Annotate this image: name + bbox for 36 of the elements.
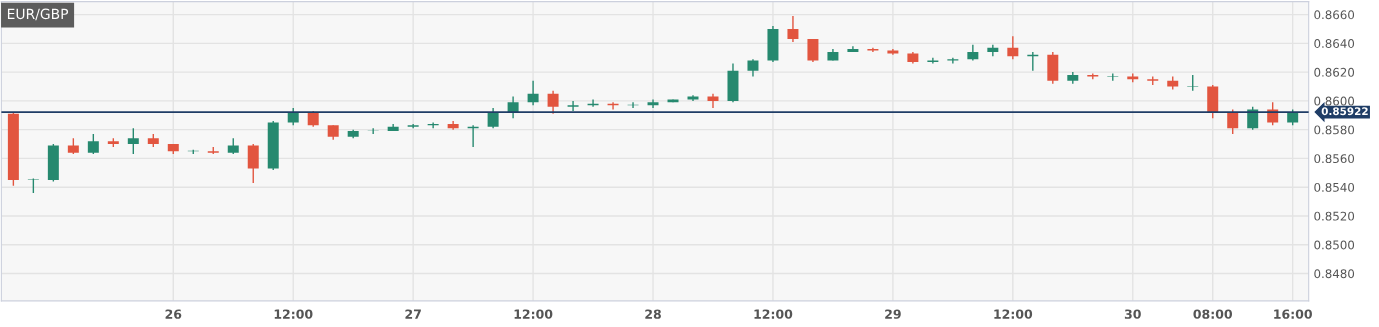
x-tick-label: 26 [165, 309, 182, 319]
x-tick-label: 12:00 [754, 309, 793, 319]
y-tick-label: 0.8640 [1314, 39, 1355, 48]
candlestick [487, 107, 499, 129]
y-tick-label: 0.8600 [1314, 96, 1355, 106]
x-tick-label: 12:00 [274, 309, 313, 319]
y-tick-label: 0.8520 [1314, 211, 1355, 221]
y-tick-label: 0.8500 [1314, 240, 1355, 250]
candlestick [547, 90, 559, 115]
y-tick-label: 0.8540 [1314, 182, 1355, 192]
y-tick-label: 0.8480 [1314, 269, 1355, 279]
candlestick [127, 127, 139, 155]
x-tick-label: 28 [645, 309, 661, 319]
y-tick-label: 0.8560 [1314, 154, 1355, 164]
ref-line-label: 0.85922 [1321, 107, 1368, 116]
candlestick [787, 15, 799, 43]
candlestick [807, 38, 819, 63]
x-tick-label: 08:00 [1193, 309, 1233, 319]
y-tick-label: 0.8580 [1314, 125, 1355, 135]
candlestick [87, 133, 99, 155]
candlestick [567, 100, 579, 112]
candlestick [247, 143, 259, 184]
candlestick [1007, 35, 1019, 60]
x-tick-label: 12:00 [514, 309, 553, 319]
y-tick-label: 0.8620 [1314, 67, 1355, 77]
x-tick-label: 12:00 [994, 309, 1033, 319]
x-tick-label: 16:00 [1274, 309, 1312, 319]
candlestick [527, 80, 539, 106]
x-tick-label: 30 [1124, 309, 1141, 319]
x-tick-label: 29 [885, 309, 901, 319]
chart-title: EUR/GBP [7, 8, 69, 21]
candlestick [707, 93, 719, 109]
y-tick-label: 0.8660 [1314, 10, 1355, 20]
x-tick-label: 27 [405, 309, 421, 319]
candlestick [647, 98, 659, 109]
candlestick [1227, 108, 1239, 135]
